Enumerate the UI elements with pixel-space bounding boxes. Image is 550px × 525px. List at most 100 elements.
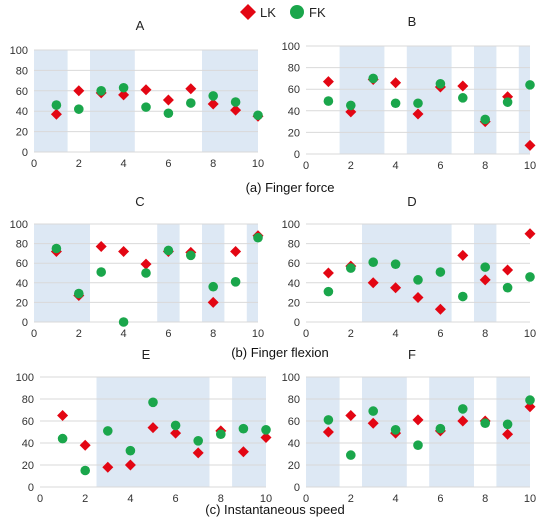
- lk-point: [147, 422, 159, 434]
- fk-point: [502, 282, 513, 293]
- lk-point: [524, 139, 536, 151]
- lk-point: [118, 89, 130, 101]
- fk-point: [103, 426, 113, 436]
- fk-point: [80, 465, 90, 476]
- fk-point: [368, 406, 379, 416]
- x-tick-label: 0: [303, 493, 309, 505]
- fk-point: [368, 257, 379, 268]
- x-tick-label: 2: [76, 158, 82, 170]
- panel-title: A: [136, 18, 145, 33]
- legend-circle-marker: [290, 5, 304, 19]
- y-tick-label: 80: [22, 394, 34, 406]
- fk-point: [458, 93, 468, 103]
- x-tick-label: 6: [437, 160, 443, 172]
- legend-item-fk: FK: [290, 5, 326, 20]
- x-tick-label: 4: [127, 493, 133, 505]
- shaded-band: [202, 50, 258, 152]
- lk-point: [390, 77, 402, 89]
- y-tick-label: 80: [16, 239, 28, 251]
- x-tick-label: 8: [210, 158, 216, 170]
- x-tick-label: 8: [218, 493, 224, 505]
- fk-point: [186, 98, 196, 108]
- fk-point: [458, 291, 468, 302]
- fk-point: [230, 97, 241, 107]
- fk-point: [57, 433, 68, 444]
- panel-title: C: [135, 194, 144, 209]
- y-tick-label: 40: [288, 438, 300, 450]
- fk-point: [413, 275, 423, 285]
- caption-instantaneous-speed: (c) Instantaneous speed: [205, 502, 344, 517]
- chart-panel-e: 0 20 40 60 80 100 0 2 4 6 8 10 E: [16, 347, 272, 505]
- shaded-band: [429, 377, 474, 487]
- y-tick-label: 20: [288, 297, 300, 309]
- lk-point: [457, 249, 469, 261]
- x-tick-label: 4: [393, 160, 399, 172]
- fk-point: [390, 98, 401, 109]
- x-tick-label: 4: [393, 493, 399, 505]
- panel-title: F: [408, 347, 416, 362]
- y-tick-label: 80: [288, 239, 300, 251]
- lk-point: [345, 410, 357, 421]
- fk-point: [125, 445, 136, 456]
- lk-point: [322, 267, 334, 279]
- lk-point: [140, 84, 152, 96]
- fk-point: [163, 108, 174, 119]
- x-tick-label: 2: [348, 160, 354, 172]
- x-tick-label: 6: [173, 493, 179, 505]
- lk-point: [412, 414, 424, 426]
- fk-point: [502, 419, 513, 430]
- shaded-band: [518, 46, 530, 154]
- lk-point: [207, 296, 219, 308]
- x-tick-label: 4: [393, 328, 399, 340]
- fk-point: [435, 79, 446, 89]
- legend-label: LK: [260, 5, 276, 20]
- y-tick-label: 40: [288, 106, 300, 118]
- shaded-band: [474, 224, 497, 322]
- fk-point: [480, 114, 491, 125]
- y-tick-label: 60: [22, 416, 34, 428]
- y-tick-label: 60: [16, 258, 28, 270]
- fk-point: [502, 97, 513, 107]
- chart-panel-f: 0 20 40 60 80 100 0 2 4 6 8 10 F: [282, 347, 536, 505]
- x-tick-label: 2: [348, 328, 354, 340]
- fk-point: [346, 450, 356, 460]
- fk-point: [216, 429, 226, 440]
- lk-point: [260, 432, 272, 443]
- fk-point: [170, 420, 181, 431]
- shaded-band: [157, 224, 180, 322]
- shaded-band: [496, 377, 530, 487]
- fk-point: [323, 415, 334, 425]
- fk-point: [186, 250, 196, 261]
- fk-point: [141, 102, 151, 112]
- y-tick-label: 20: [16, 127, 28, 139]
- lk-point: [170, 427, 182, 439]
- y-tick-label: 60: [288, 84, 300, 96]
- lk-point: [95, 241, 107, 253]
- lk-point: [140, 258, 152, 270]
- fk-point: [148, 397, 158, 408]
- fk-point: [163, 245, 174, 256]
- x-tick-label: 6: [437, 493, 443, 505]
- lk-point: [102, 461, 114, 473]
- lk-point: [230, 245, 242, 257]
- lk-point: [237, 446, 249, 458]
- fk-point: [238, 423, 249, 434]
- chart-panel-d: 0 20 40 60 80 100 0 2 4 6 8 10 D: [282, 194, 536, 340]
- fk-point: [525, 272, 535, 282]
- y-tick-label: 100: [10, 219, 28, 231]
- fk-point: [253, 232, 263, 243]
- fk-point: [74, 288, 84, 299]
- x-tick-label: 2: [348, 493, 354, 505]
- lk-point: [412, 292, 424, 303]
- panel-title: E: [142, 347, 151, 362]
- lk-point: [162, 94, 174, 106]
- x-tick-label: 6: [165, 328, 171, 340]
- caption-finger-flexion: (b) Finger flexion: [231, 345, 329, 360]
- lk-point: [390, 282, 402, 294]
- x-tick-label: 2: [82, 493, 88, 505]
- panel-title: D: [407, 194, 416, 209]
- y-tick-label: 100: [16, 372, 34, 384]
- y-tick-label: 40: [22, 438, 34, 450]
- lk-point: [457, 415, 469, 427]
